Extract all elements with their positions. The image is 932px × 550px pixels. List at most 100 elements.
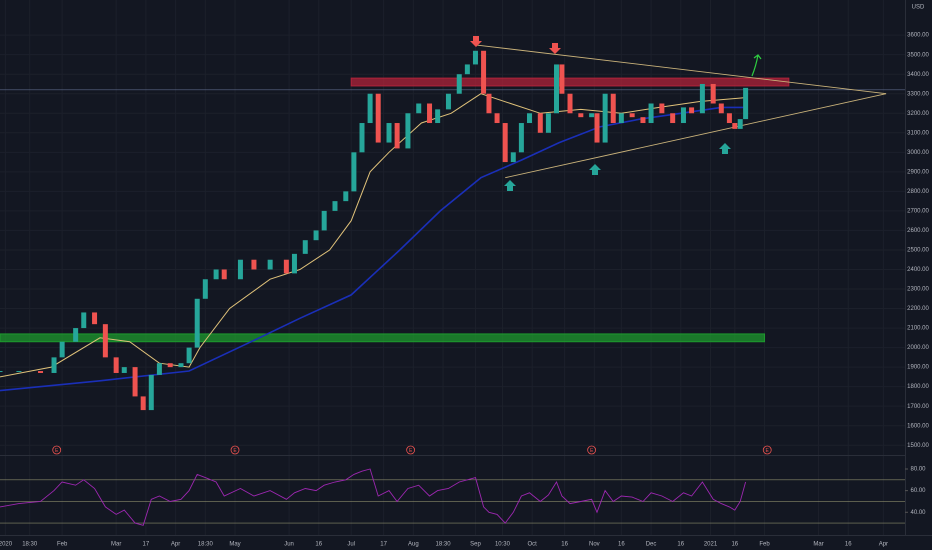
signal-arrows [470,36,762,191]
x-tick-label: Mar [111,542,121,548]
candle [589,113,595,118]
x-tick-label: Aug [408,542,419,548]
y-tick-label: 2800.00 [907,189,929,195]
candle [283,259,289,274]
candle [0,371,3,373]
candle [618,113,624,124]
candle [494,113,500,124]
candle [38,371,44,373]
x-tick-label: 10:30 [495,542,511,548]
candle [629,113,635,118]
x-tick-label: Jul [347,542,355,548]
earnings-label: E [409,448,413,454]
y-tick-label: 3200.00 [907,111,929,117]
candle [140,396,146,411]
candle [670,113,676,124]
candle [416,103,422,114]
candle [237,259,243,280]
candle [594,113,600,143]
x-tick-label: 16 [618,542,625,548]
candle [743,87,749,120]
x-tick-label: May [229,542,240,548]
candle [59,341,65,358]
candle [186,347,192,364]
candle [648,103,654,124]
y-tick-label: 3600.00 [907,33,929,39]
candle [689,107,695,114]
candle [221,269,227,280]
earnings-marker [587,445,597,455]
y-tick-label: 1700.00 [907,404,929,410]
candle [578,113,584,118]
earnings-label: E [766,448,770,454]
earnings-marker [52,445,62,455]
candle [732,123,738,129]
candle [73,328,79,342]
x-tick-label: Apr [171,542,180,548]
candle [567,93,573,114]
down-arrow [549,43,561,54]
x-tick-label: 16 [677,542,684,548]
y-tick-label: 2200.00 [907,306,929,312]
y-tick-label: 1500.00 [907,443,929,449]
x-tick-label: 18:30 [198,542,214,548]
candle [375,93,381,143]
up-arrow [719,143,731,154]
candle [640,117,646,124]
earnings-label: E [233,448,237,454]
x-tick-label: Feb [759,542,770,548]
earnings-label: E [55,448,59,454]
candle [102,324,108,358]
x-tick-label: 18:30 [22,542,38,548]
candle [726,113,732,124]
y-tick-label: 2600.00 [907,228,929,234]
moving-average [0,106,746,392]
y-tick-label: 2500.00 [907,248,929,254]
candle [313,230,319,241]
candle [386,123,392,143]
trendline [475,44,887,95]
x-tick-label: Mar [813,542,823,548]
y-tick-label: 1800.00 [907,384,929,390]
earnings-marker [762,445,772,455]
y-tick-label: 2400.00 [907,267,929,273]
y-tick-label: 2100.00 [907,326,929,332]
y-tick-label: 3500.00 [907,52,929,58]
candle [302,240,308,254]
down-arrow [470,36,482,47]
rsi-line [0,468,747,526]
candle [680,107,686,124]
earnings-marker [406,445,416,455]
candle [659,103,665,114]
candle [464,64,470,75]
candle [167,363,173,368]
x-tick-label: 16 [315,542,322,548]
moving-average [0,93,746,378]
candle [321,210,327,231]
up-arrow [504,180,516,191]
candle [554,64,560,114]
y-tick-label: 3000.00 [907,150,929,156]
candle [445,93,451,110]
candle [178,363,184,368]
candle [267,259,273,270]
up-arrow [589,164,601,175]
candle [427,103,433,124]
candle [435,109,441,124]
candle [359,123,365,153]
x-tick-label: 16 [561,542,568,548]
x-tick-label: 2021 [704,542,718,548]
candle [472,50,478,65]
currency: USD [912,5,925,11]
x-tick-label: 17 [143,542,150,548]
trendline [505,93,887,179]
candle [405,113,411,149]
candle [81,312,87,329]
x-tick-label: Nov [589,542,600,548]
earnings-marker [230,445,240,455]
y-tick-label: 3100.00 [907,130,929,136]
x-tick-label: Sep [470,542,481,548]
x-tick-label: Feb [57,542,68,548]
candle [148,374,154,411]
